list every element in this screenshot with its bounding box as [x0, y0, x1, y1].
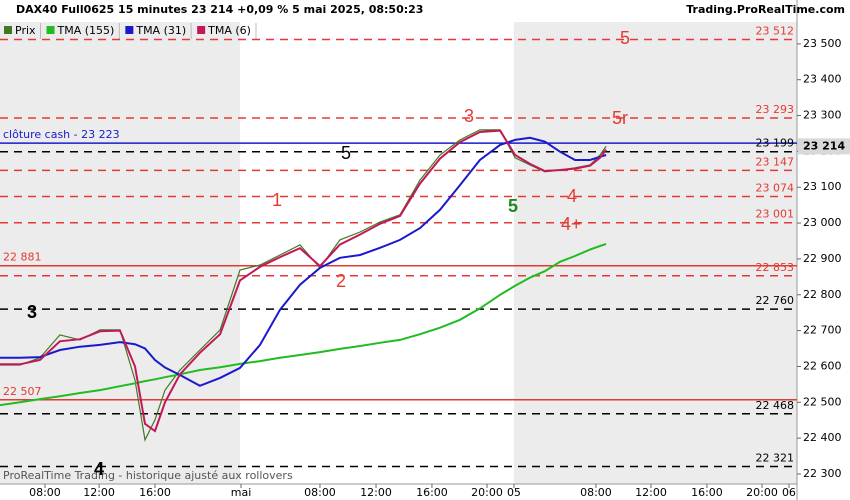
plot: 22 300 22 400 22 500 22 600 22 700 22 800 22 9… [0, 25, 850, 499]
annotation: 5 [341, 143, 351, 163]
annotation: 4+ [561, 214, 582, 234]
session-shade [0, 22, 240, 484]
y-tick-label: 23 300 [803, 109, 842, 122]
annotation: 4 [94, 459, 104, 479]
level-label: 23 147 [756, 155, 795, 168]
series-line [0, 136, 607, 387]
annotation: 5r [612, 108, 628, 128]
y-tick-label: 22 800 [803, 288, 842, 301]
level-label: 22 507 [3, 385, 42, 398]
legend-label: Prix [15, 24, 36, 37]
annotation: 2 [336, 271, 346, 291]
annotation: 5 [620, 28, 630, 48]
legend-swatch [125, 26, 134, 34]
x-tick-label: 20:00 [471, 486, 503, 499]
level-label: 22 321 [756, 451, 795, 464]
x-tick-label: 16:00 [139, 486, 171, 499]
x-tick-label: 12:00 [635, 486, 667, 499]
y-tick-label: 23 100 [803, 180, 842, 193]
series-line [0, 129, 607, 433]
last-price-box [798, 138, 850, 155]
legend: Prix TMA (155) TMA (31) TMA (6) [4, 23, 257, 39]
x-tick-label: 16:00 [691, 486, 723, 499]
x-tick-label: mai [231, 486, 252, 499]
annotation: 3 [27, 302, 37, 322]
annotation: 1 [272, 190, 282, 210]
annotation: 4 [567, 186, 577, 206]
legend-label: TMA (31) [135, 24, 186, 37]
y-tick-label: 23 400 [803, 73, 842, 86]
y-tick-label: 22 400 [803, 431, 842, 444]
legend-swatch [197, 26, 206, 34]
annotation: 5 [508, 196, 518, 216]
level-label: 23 199 [756, 137, 795, 150]
level-label: 22 881 [3, 251, 42, 264]
y-tick-label: 22 300 [803, 467, 842, 480]
y-tick-label: 23 000 [803, 216, 842, 229]
x-tick-label: 12:00 [83, 486, 115, 499]
x-tick-label: 08:00 [304, 486, 336, 499]
x-tick-label: 06 [782, 486, 796, 499]
x-tick-label: 05 [507, 486, 521, 499]
last-price-label: 23 214 [803, 139, 845, 152]
x-tick-label: 08:00 [29, 486, 61, 499]
series-line [0, 242, 607, 407]
legend-label: TMA (155) [57, 24, 115, 37]
level-label: 23 512 [756, 25, 795, 38]
legend-swatch [4, 26, 12, 34]
level-label: 23 293 [756, 103, 795, 116]
x-tick-label: 08:00 [580, 486, 612, 499]
x-tick-label: 20:00 [746, 486, 778, 499]
level-label: 22 468 [756, 399, 795, 412]
legend-label: TMA (6) [207, 24, 251, 37]
session-shade [514, 22, 797, 484]
annotations: 5 3 5r 5 1 5 4 4+ 2 3 4 [27, 28, 630, 479]
source: Trading.ProRealTime.com [686, 3, 845, 16]
footer: ProRealTime Trading - historique ajusté … [3, 469, 293, 482]
x-tick-label: 12:00 [360, 486, 392, 499]
y-tick-label: 22 500 [803, 395, 842, 408]
level-label: 22 760 [756, 294, 795, 307]
level-label: 22 853 [756, 261, 795, 274]
annotation: 3 [464, 106, 474, 126]
y-tick-label: 23 500 [803, 37, 842, 50]
level-label: 23 074 [756, 182, 795, 195]
y-tick-label: 22 900 [803, 252, 842, 265]
y-tick-label: 22 700 [803, 324, 842, 337]
level-label: 23 001 [756, 208, 795, 221]
x-tick-label: 16:00 [416, 486, 448, 499]
chart-title: DAX40 Full0625 15 minutes 23 214 +0,09 %… [16, 3, 423, 16]
legend-swatch [46, 26, 55, 34]
level-label: clôture cash - 23 223 [3, 128, 120, 141]
y-tick-label: 22 600 [803, 359, 842, 372]
